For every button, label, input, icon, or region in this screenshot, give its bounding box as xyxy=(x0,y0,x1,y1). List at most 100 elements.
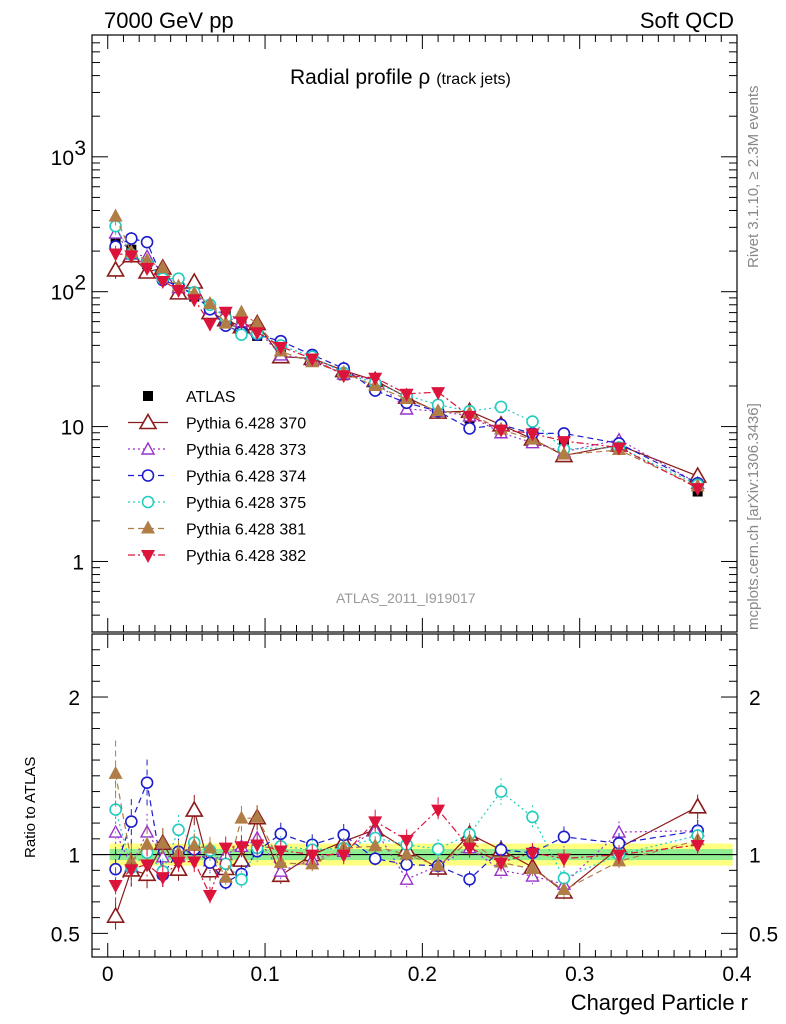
chart-title: Radial profile ρ (track jets) xyxy=(290,66,511,90)
series-6-ratio-line xyxy=(115,808,698,897)
series-6-point xyxy=(336,370,351,384)
series-5-ratio-point xyxy=(368,838,383,852)
series-5-point xyxy=(140,252,155,266)
series-6-point xyxy=(155,276,170,290)
ratio-y-tick-label: 1 xyxy=(68,845,80,868)
series-6-ratio-point xyxy=(368,816,383,830)
series-5-point xyxy=(202,296,217,310)
series-6-ratio-point xyxy=(171,856,186,870)
series-3-ratio-point xyxy=(140,776,154,789)
series-6-point xyxy=(399,388,414,402)
series-6-point xyxy=(368,372,383,386)
series-2-ratio-point xyxy=(155,849,170,863)
series-5-ratio-point xyxy=(140,836,155,850)
ratio-panel-frame xyxy=(91,633,738,958)
series-6-point xyxy=(494,424,509,438)
legend: ATLAS Pythia 6.428 370 Pythia 6.428 373 Pyt… xyxy=(128,389,306,565)
series-5-point xyxy=(108,208,123,222)
legend-label-3: Pythia 6.428 374 xyxy=(186,469,306,486)
series-5-ratio-point xyxy=(250,809,265,823)
series-6-ratio-point xyxy=(494,857,509,871)
series-5-point xyxy=(155,259,170,273)
series-5-ratio-point xyxy=(187,838,202,852)
ratio-y-axis-label: Ratio to ATLAS xyxy=(22,756,39,858)
series-6-point xyxy=(171,284,186,298)
x-axis-label: Charged Particle r xyxy=(570,990,748,1015)
legend-label-4: Pythia 6.428 375 xyxy=(186,495,306,512)
main-panel-frame xyxy=(91,34,738,633)
series-6-point xyxy=(612,442,627,456)
series-6-point xyxy=(124,250,139,264)
series-4-line xyxy=(115,225,698,486)
series-5-ratio-point xyxy=(108,765,123,779)
series-6-ratio-point xyxy=(556,853,571,867)
series-2-line xyxy=(115,232,698,484)
series-6-ratio-point xyxy=(250,839,265,853)
series-5-ratio-point xyxy=(273,854,288,868)
series-5-ratio-point xyxy=(218,869,233,883)
x-tick-label: 0.3 xyxy=(565,963,594,986)
series-5-point xyxy=(250,315,265,329)
series-6-point xyxy=(108,248,123,262)
series-6-point xyxy=(690,483,705,497)
series-6-point xyxy=(431,387,446,401)
series-4-point xyxy=(526,415,539,428)
series-4-point xyxy=(235,328,248,341)
series-3-ratio-point xyxy=(274,827,288,841)
series-4-ratio-point xyxy=(431,842,445,856)
series-6-point xyxy=(525,428,540,442)
ratio-y-tick-label: 0.5 xyxy=(749,923,778,946)
rivet-version-label: Rivet 3.1.10, ≥ 2.3M events xyxy=(745,85,762,269)
chart-title-sub: (track jets) xyxy=(436,71,511,88)
series-5-ratio-point xyxy=(234,810,249,824)
y-tick-label-exponent: 2 xyxy=(74,272,86,295)
series-6-ratio-point xyxy=(431,804,446,818)
y-tick-label: 10 xyxy=(61,417,84,440)
series-1-point xyxy=(106,260,125,277)
legend-label-1: Pythia 6.428 370 xyxy=(186,416,306,433)
series-3-ratio-point xyxy=(368,852,382,866)
series-6-ratio-point xyxy=(273,845,288,859)
series-5-point xyxy=(431,403,446,417)
series-5-ratio-point xyxy=(431,857,446,871)
series-4-ratio-point xyxy=(172,823,185,837)
series-1-ratio-point xyxy=(137,864,157,882)
legend-marker-4 xyxy=(141,495,155,509)
series-4-point xyxy=(494,400,508,414)
series-5-ratio-point xyxy=(202,840,217,854)
series-6-point xyxy=(218,306,233,320)
header-category-label: Soft QCD xyxy=(639,8,734,33)
series-6-ratio-point xyxy=(234,841,249,855)
legend-marker-1 xyxy=(138,412,158,430)
x-tick-label: 0.2 xyxy=(408,963,437,986)
legend-label-2: Pythia 6.428 373 xyxy=(186,442,306,459)
series-6-point xyxy=(305,353,320,367)
series-2-ratio-point xyxy=(399,871,414,885)
series-6-point xyxy=(187,294,202,308)
legend-marker-0 xyxy=(143,391,153,401)
series-5-ratio-point xyxy=(155,835,170,849)
series-6-point xyxy=(202,318,217,332)
legend-marker-5 xyxy=(141,520,155,534)
series-layer xyxy=(106,208,708,930)
series-6-ratio-point xyxy=(124,864,139,878)
series-6-point xyxy=(234,316,249,330)
legend-marker-6 xyxy=(141,550,155,563)
series-6-ratio-point xyxy=(305,849,320,863)
chart-title-main: Radial profile ρ xyxy=(290,66,431,89)
series-4-ratio-point xyxy=(526,810,539,824)
series-3-line xyxy=(115,237,698,484)
mcplots-label: mcplots.cern.ch [arXiv:1306.3436] xyxy=(745,403,762,630)
series-6-ratio-point xyxy=(690,840,705,854)
series-6-ratio-point xyxy=(140,859,155,873)
legend-marker-3 xyxy=(141,469,155,482)
series-6-ratio-point xyxy=(155,872,170,886)
legend-label-6: Pythia 6.428 382 xyxy=(186,548,306,565)
series-6-point xyxy=(556,436,571,450)
series-6-ratio-point xyxy=(612,849,627,863)
series-6-group xyxy=(108,245,705,904)
series-6-ratio-point xyxy=(399,834,414,848)
x-tick-label: 0.1 xyxy=(250,963,279,986)
